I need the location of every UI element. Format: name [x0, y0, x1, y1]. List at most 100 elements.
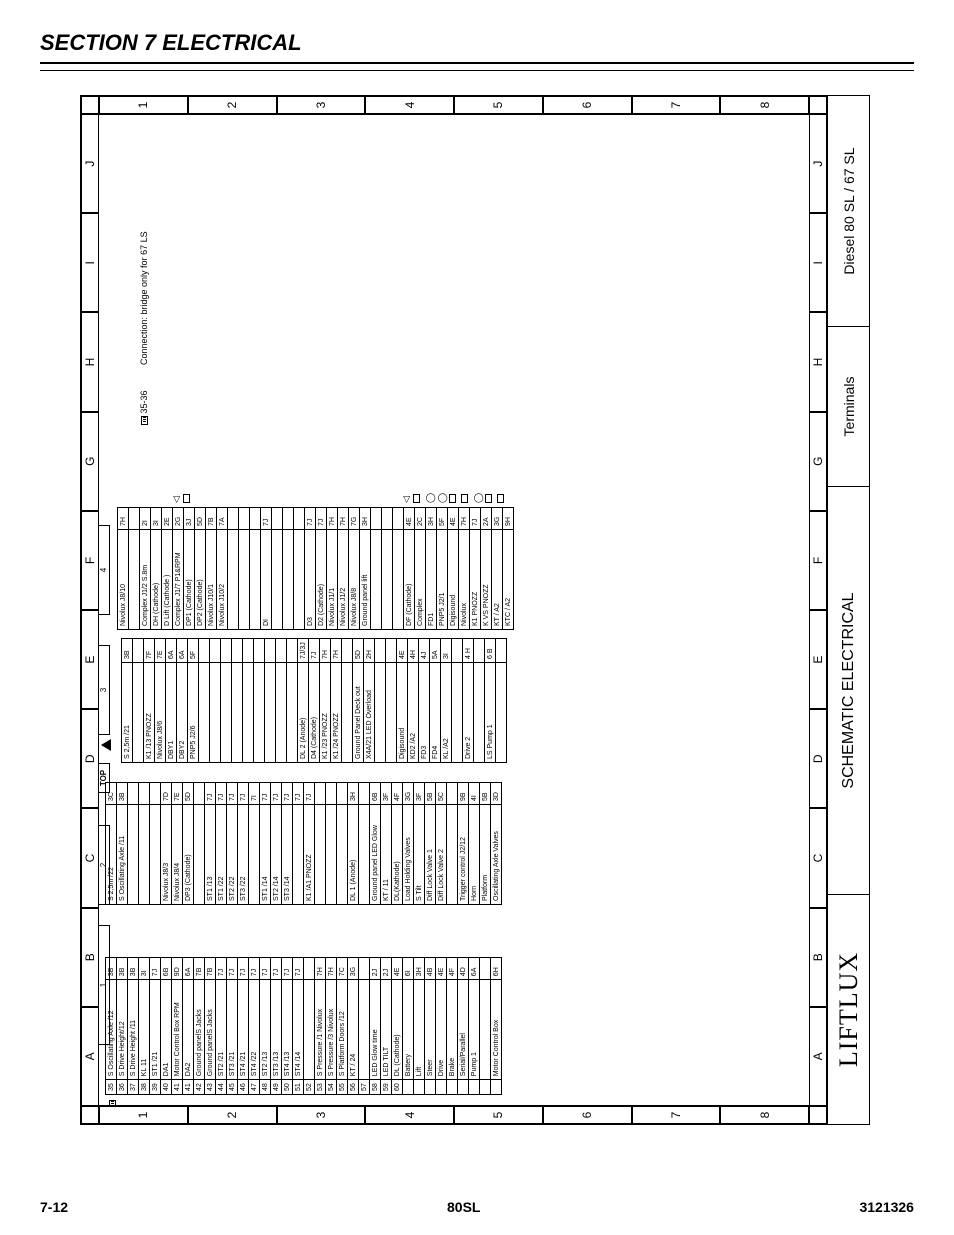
- orientation-triangle-icon: [101, 739, 111, 751]
- zone-col: A: [81, 1007, 99, 1106]
- net-ref: 7J: [216, 783, 227, 805]
- net-signal: [294, 530, 305, 630]
- net-signal: K1 /A1 PNOZZ: [304, 805, 315, 905]
- net-signal: Platform: [480, 805, 491, 905]
- net-signal: S Tilt: [414, 805, 425, 905]
- net-signal: Ground panelS Jacks: [194, 980, 205, 1080]
- net-ref: 6B: [161, 958, 172, 980]
- net-row-num: 47: [249, 1080, 260, 1095]
- net-ref: 7J: [305, 508, 316, 530]
- net-signal: [342, 663, 353, 763]
- net-row-num: 44: [216, 1080, 227, 1095]
- zone-col: B: [809, 908, 827, 1007]
- net-signal: ST4 /14: [293, 980, 304, 1080]
- net-ref: 3B: [117, 958, 128, 980]
- net-signal: Ground panel LED Glow: [370, 805, 381, 905]
- net-ref: 3H: [348, 783, 359, 805]
- net-ref: 7J: [271, 958, 282, 980]
- net-signal: Digisound: [397, 663, 408, 763]
- net-ref: [150, 783, 161, 805]
- net-signal: [283, 530, 294, 630]
- zone-col: F: [81, 511, 99, 610]
- net-ref: [342, 639, 353, 663]
- zone-col: I: [81, 213, 99, 312]
- net-signal: DH (Cathode): [151, 530, 162, 630]
- net-ref: 2C: [415, 508, 426, 530]
- marker-col: ◁: [401, 496, 412, 503]
- net-ref: 7A: [217, 508, 228, 530]
- net-ref: 7J/3J: [298, 639, 309, 663]
- net-signal: [265, 663, 276, 763]
- net-signal: DL(Kathode): [392, 805, 403, 905]
- net-signal: DP3 (Cathode): [183, 805, 194, 905]
- net-ref: 4E: [392, 958, 403, 980]
- net-row-num: 39: [150, 1080, 161, 1095]
- net-row-num: 37: [128, 1080, 139, 1095]
- note-connection: Connection: bridge only for 67 LS: [139, 231, 149, 365]
- net-ref: 4F: [447, 958, 458, 980]
- net-signal: [474, 663, 485, 763]
- zone-row-num: 8: [720, 1106, 809, 1124]
- net-ref: 7J: [249, 958, 260, 980]
- zone-row-num: 3: [277, 96, 366, 114]
- title-block: LIFTLUX SCHEMATIC ELECTRICAL Terminals D…: [827, 96, 869, 1124]
- net-signal: ST3 /13: [271, 980, 282, 1080]
- marker-col: ◁: [171, 496, 182, 503]
- net-ref: [452, 639, 463, 663]
- net-signal: S 2,5m /21: [122, 663, 133, 763]
- connector-marker: [107, 1100, 117, 1106]
- net-ref: 7J: [260, 783, 271, 805]
- marker-box: [449, 494, 456, 503]
- net-signal: S Drive Height/12: [117, 980, 128, 1080]
- net-ref: [133, 639, 144, 663]
- zone-row-num: 6: [543, 96, 632, 114]
- net-signal: S Oscillating Axle /11: [117, 805, 128, 905]
- net-ref: 7G: [349, 508, 360, 530]
- net-ref: 3I: [441, 639, 452, 663]
- net-ref: [228, 508, 239, 530]
- net-ref: [375, 639, 386, 663]
- net-row-num: 49: [271, 1080, 282, 1095]
- net-signal: DBY1: [166, 663, 177, 763]
- net-ref: 5F: [437, 508, 448, 530]
- net-ref: 5F: [188, 639, 199, 663]
- net-ref: 3F: [414, 783, 425, 805]
- net-ref: 6 B: [485, 639, 496, 663]
- net-signal: D Lift (Cathode ): [162, 530, 173, 630]
- net-signal: KD2 /A2: [408, 663, 419, 763]
- net-row-num: 40: [161, 1080, 172, 1095]
- net-signal: Nivolux J8/3: [161, 805, 172, 905]
- net-ref: 3B: [128, 958, 139, 980]
- net-signal: [337, 805, 348, 905]
- netlist-table-a: 35S Oscillating Axle /123B36S Drive Heig…: [105, 957, 502, 1095]
- net-signal: Steer: [425, 980, 436, 1080]
- net-ref: 3B: [106, 958, 117, 980]
- net-ref: 7H: [327, 508, 338, 530]
- drawing-area: 1 2 TOP 3 4 35S Oscillating Axle /123B36…: [99, 114, 809, 1106]
- net-row-num: [403, 1080, 414, 1095]
- net-signal: [315, 805, 326, 905]
- net-ref: 3B: [122, 639, 133, 663]
- net-ref: 5D: [353, 639, 364, 663]
- net-ref: 3I: [139, 958, 150, 980]
- net-ref: [294, 508, 305, 530]
- net-signal: LED Glow time: [370, 980, 381, 1080]
- net-ref: [139, 783, 150, 805]
- net-ref: 5B: [425, 783, 436, 805]
- zone-row-num: 2: [188, 96, 277, 114]
- zone-row-num: 1: [99, 1106, 188, 1124]
- net-ref: [250, 508, 261, 530]
- net-row-num: 50: [282, 1080, 293, 1095]
- net-row-num: 59: [381, 1080, 392, 1095]
- net-row-num: [480, 1080, 491, 1095]
- net-ref: 7H: [338, 508, 349, 530]
- net-signal: [287, 663, 298, 763]
- net-ref: 3H: [414, 958, 425, 980]
- net-signal: [139, 805, 150, 905]
- zone-row-num: 5: [454, 96, 543, 114]
- net-signal: KT / 11: [381, 805, 392, 905]
- schematic-sheet: A B C D E F G H I J 1 2 3 4 5: [80, 95, 870, 1125]
- net-ref: 6I: [403, 958, 414, 980]
- net-row-num: 36: [117, 1080, 128, 1095]
- net-ref: 3G: [348, 958, 359, 980]
